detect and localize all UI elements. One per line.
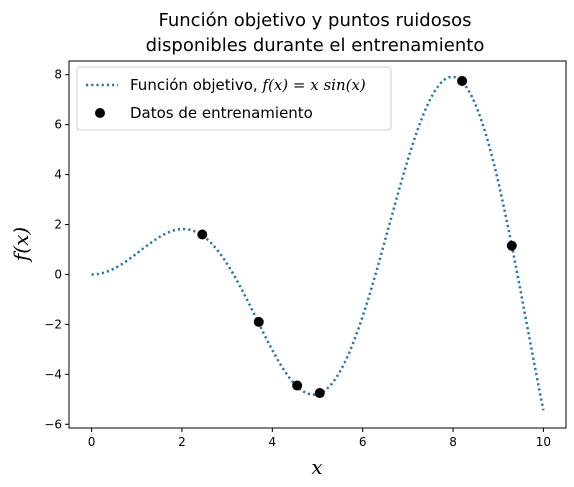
y-axis-ticks: −6 −4 −2 0 2 4 6 8 bbox=[44, 68, 69, 432]
training-data-point bbox=[457, 76, 467, 86]
legend-line-label: Función objetivo, f(x) = x sin(x) bbox=[130, 76, 366, 94]
x-tick-label: 10 bbox=[536, 435, 551, 449]
y-tick-label: 2 bbox=[54, 218, 62, 232]
training-data-point bbox=[197, 230, 207, 240]
y-tick-label: −2 bbox=[44, 317, 62, 331]
y-tick-label: 8 bbox=[54, 68, 62, 82]
y-tick-label: 0 bbox=[54, 267, 62, 281]
chart-title-line-1: Función objetivo y puntos ruidosos bbox=[159, 10, 472, 31]
y-axis-label: f(x) bbox=[9, 227, 33, 263]
x-tick-label: 4 bbox=[268, 435, 276, 449]
chart-title-line-2: disponibles durante el entrenamiento bbox=[146, 35, 485, 56]
y-tick-label: 6 bbox=[54, 118, 62, 132]
x-axis-label: x bbox=[311, 455, 322, 479]
x-tick-label: 0 bbox=[88, 435, 96, 449]
y-tick-label: −6 bbox=[44, 417, 62, 431]
legend-scatter-label: Datos de entrenamiento bbox=[130, 104, 313, 122]
training-data-point bbox=[292, 381, 302, 391]
chart-title: Función objetivo y puntos ruidosos dispo… bbox=[146, 10, 485, 56]
y-tick-label: −4 bbox=[44, 367, 62, 381]
x-tick-label: 2 bbox=[178, 435, 186, 449]
training-data-point bbox=[254, 317, 264, 327]
legend: Función objetivo, f(x) = x sin(x) Datos … bbox=[77, 67, 391, 130]
legend-line-label-math: f(x) = x sin(x) bbox=[261, 76, 366, 94]
legend-line-label-prefix: Función objetivo, bbox=[130, 76, 262, 94]
x-tick-label: 6 bbox=[359, 435, 367, 449]
x-tick-label: 8 bbox=[449, 435, 457, 449]
legend-scatter-swatch bbox=[95, 108, 105, 118]
y-tick-label: 4 bbox=[54, 168, 62, 182]
training-data-point bbox=[315, 388, 325, 398]
training-data-point bbox=[507, 241, 517, 251]
x-axis-ticks: 0 2 4 6 8 10 bbox=[88, 428, 551, 449]
